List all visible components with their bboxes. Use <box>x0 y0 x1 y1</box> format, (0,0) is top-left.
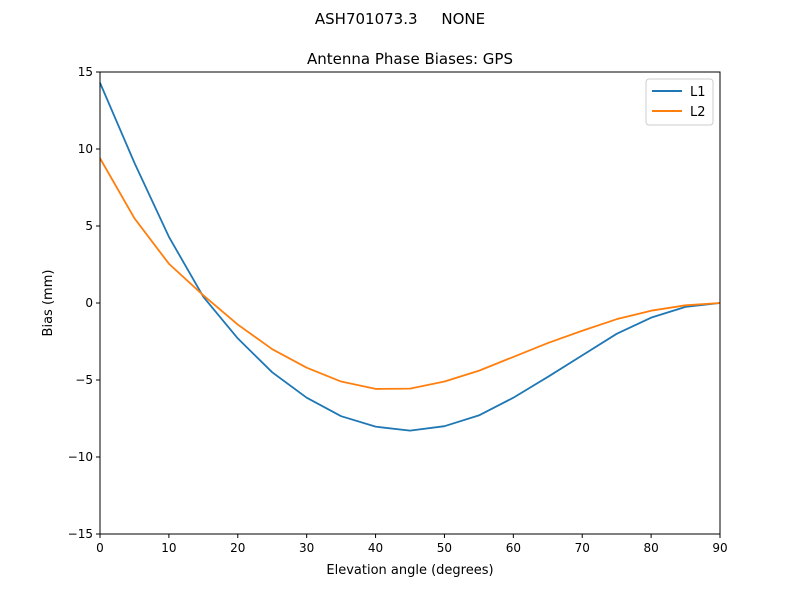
legend-label-l2: L2 <box>690 105 706 120</box>
x-tick-label: 10 <box>161 541 176 555</box>
x-tick-label: 0 <box>96 541 104 555</box>
y-tick-label: 0 <box>85 296 93 310</box>
x-tick-label: 50 <box>437 541 452 555</box>
x-axis-label: Elevation angle (degrees) <box>326 563 493 578</box>
y-tick-label: −10 <box>68 450 93 464</box>
y-tick-label: 5 <box>85 219 93 233</box>
x-tick-label: 30 <box>299 541 314 555</box>
x-tick-label: 40 <box>368 541 383 555</box>
series-line-l1 <box>99 82 721 432</box>
legend: L1 L2 <box>645 78 714 126</box>
x-tick-label: 70 <box>575 541 590 555</box>
chart-title: Antenna Phase Biases: GPS <box>307 50 513 68</box>
legend-label-l1: L1 <box>690 85 706 100</box>
x-tick-label: 90 <box>712 541 727 555</box>
y-tick-label: −15 <box>68 527 93 541</box>
suptitle: ASH701073.3 NONE <box>315 10 485 28</box>
y-tick-label: 10 <box>78 142 93 156</box>
y-tick-label: 15 <box>78 65 93 79</box>
series-line-l2 <box>99 157 721 390</box>
x-tick-label: 20 <box>230 541 245 555</box>
y-tick-label: −5 <box>75 373 93 387</box>
x-tick-label: 80 <box>643 541 658 555</box>
y-axis-label: Bias (mm) <box>41 270 56 337</box>
plot-frame <box>99 71 721 535</box>
x-tick-label: 60 <box>506 541 521 555</box>
